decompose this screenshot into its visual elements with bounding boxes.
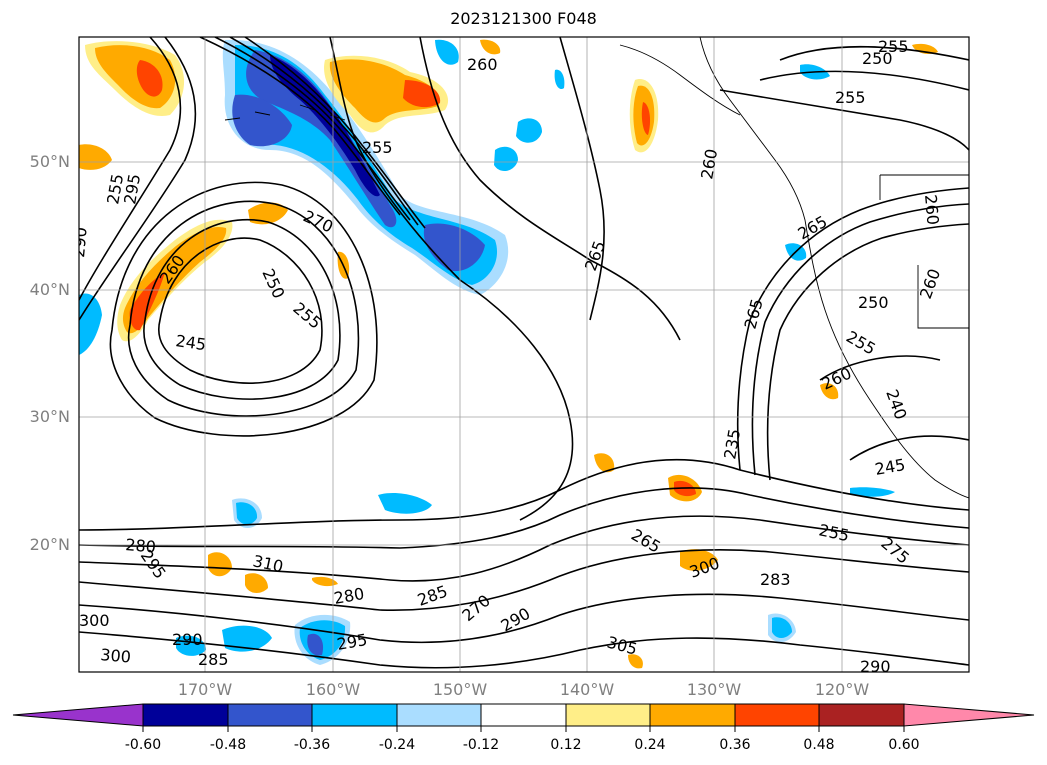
lon-label: 140°W xyxy=(559,680,615,699)
colorbar-tick-label: -0.12 xyxy=(462,737,500,753)
colorbar-tick-label: -0.60 xyxy=(124,737,162,753)
colorbar-segment xyxy=(565,703,651,727)
gridlines xyxy=(79,37,969,672)
lon-label: 170°W xyxy=(177,680,233,699)
positive-anomaly xyxy=(248,202,288,225)
contour-label: 285 xyxy=(198,650,229,669)
lon-label: 130°W xyxy=(686,680,742,699)
lon-label: 160°W xyxy=(305,680,361,699)
lat-label: 30°N xyxy=(29,407,70,426)
negative-anomaly xyxy=(494,146,518,172)
negative-anomaly xyxy=(772,617,792,638)
contour-label: 260 xyxy=(921,194,943,226)
lat-label: 50°N xyxy=(29,152,70,171)
positive-anomaly xyxy=(312,576,338,587)
negative-anomaly xyxy=(236,502,258,525)
contour-label: 250 xyxy=(858,293,889,312)
contour-label: 300 xyxy=(79,611,110,630)
positive-anomaly xyxy=(820,383,839,400)
negative-anomaly xyxy=(850,487,895,497)
positive-anomaly xyxy=(245,573,268,594)
negative-anomaly xyxy=(554,69,565,90)
positive-anomaly xyxy=(628,654,643,669)
negative-anomaly xyxy=(435,39,459,65)
positive-anomaly xyxy=(641,102,651,135)
contour-label: 290 xyxy=(172,630,203,649)
colorbar-tick-label: -0.48 xyxy=(209,737,247,753)
negative-anomaly xyxy=(232,94,292,147)
colorbar-segment xyxy=(227,703,313,727)
colorbar-segment xyxy=(311,703,398,727)
colorbar-tick-label: 0.24 xyxy=(634,737,666,753)
contour-label: 250 xyxy=(862,49,893,68)
colorbar-tick-label: 0.36 xyxy=(719,737,751,753)
negative-anomaly xyxy=(222,625,272,652)
colorbar-segment xyxy=(396,703,482,727)
contour-label: 255 xyxy=(362,138,393,157)
positive-anomaly xyxy=(129,272,165,331)
positive-anomaly xyxy=(680,549,718,571)
positive-anomaly xyxy=(594,453,615,473)
colorbar-segment xyxy=(818,703,905,727)
contour-label: 255 xyxy=(835,88,866,107)
contour-label: 290 xyxy=(69,226,91,258)
negative-anomaly xyxy=(79,293,102,355)
lon-label: 120°W xyxy=(814,680,870,699)
lat-label: 40°N xyxy=(29,280,70,299)
contour-label: 255 xyxy=(878,37,909,56)
negative-anomaly xyxy=(307,633,324,656)
negative-anomaly xyxy=(516,118,542,143)
colorbar-tick-label: 0.12 xyxy=(550,737,582,753)
colorbar-tick-label: -0.24 xyxy=(378,737,416,753)
contour-label: 245 xyxy=(174,331,207,354)
positive-anomaly xyxy=(79,144,112,170)
coastlines xyxy=(224,37,969,499)
colorbar-segment xyxy=(649,703,736,727)
contour-label: 260 xyxy=(467,55,498,74)
contour-label: 283 xyxy=(760,570,791,589)
positive-anomaly xyxy=(208,552,232,577)
colorbar-extend-high xyxy=(903,703,1035,727)
colorbar-segment xyxy=(480,703,567,727)
colorbar-extend-low xyxy=(12,703,144,727)
lon-label: 150°W xyxy=(432,680,488,699)
negative-anomaly xyxy=(246,50,397,228)
positive-anomaly xyxy=(136,60,163,97)
negative-anomaly xyxy=(378,493,432,514)
contour-label: 290 xyxy=(860,657,891,676)
positive-anomaly xyxy=(480,39,501,55)
map-area: 255 250 260 255 255 260 270 250 255 245 … xyxy=(69,37,969,676)
map-frame xyxy=(78,36,970,673)
negative-anomaly xyxy=(270,55,380,197)
contour-label: 300 xyxy=(100,645,132,667)
height-contours xyxy=(79,37,969,669)
contour-label: 280 xyxy=(125,535,157,557)
colorbar-tick-label: -0.36 xyxy=(293,737,331,753)
map-title: 2023121300 F048 xyxy=(450,9,597,28)
colorbar-tick-label: 0.60 xyxy=(888,737,920,753)
colorbar xyxy=(12,703,1035,732)
colorbar-segment xyxy=(142,703,229,727)
colorbar-tick-label: 0.48 xyxy=(803,737,835,753)
positive-anomaly xyxy=(329,59,440,123)
colorbar-segment xyxy=(734,703,820,727)
lat-label: 20°N xyxy=(29,535,70,554)
